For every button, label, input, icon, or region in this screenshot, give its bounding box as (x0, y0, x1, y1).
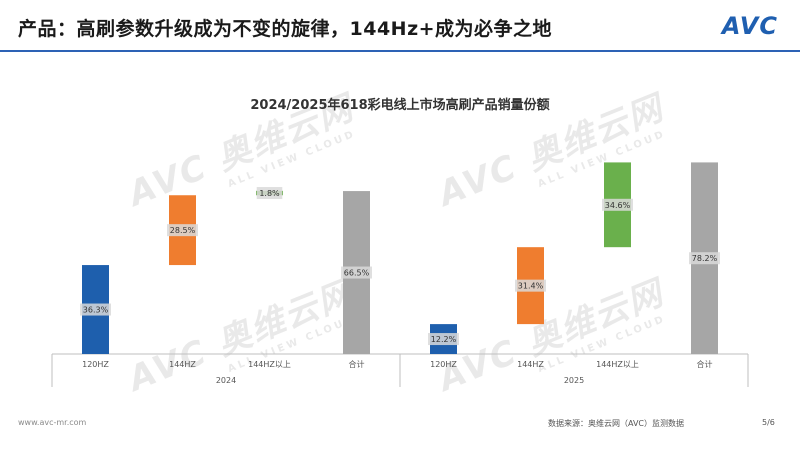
chart-title: 2024/2025年618彩电线上市场高刷产品销量份额 (250, 97, 549, 113)
data-label: 31.4% (518, 282, 544, 291)
data-label: 1.8% (259, 189, 280, 198)
data-label-bg (256, 187, 283, 200)
data-label-bg (167, 224, 198, 237)
data-label: 66.5% (344, 269, 370, 278)
page-number: 5/6 (762, 418, 775, 427)
data-label-bg (689, 252, 720, 265)
data-label: 34.6% (605, 201, 631, 210)
data-label-bg (80, 303, 111, 316)
data-label: 78.2% (692, 254, 718, 263)
data-label-bg (428, 333, 459, 346)
data-source: 数据来源：奥维云网（AVC）监测数据 (548, 419, 685, 428)
x-tick-label: 144HZ (169, 360, 196, 369)
x-group-label: 2024 (216, 376, 236, 385)
x-tick-label: 120HZ (82, 360, 109, 369)
data-label-bg (515, 279, 546, 292)
x-tick-label: 144HZ (517, 360, 544, 369)
x-tick-label: 120HZ (430, 360, 457, 369)
data-label-bg (341, 266, 372, 279)
page-title: 产品：高刷参数升级成为不变的旋律，144Hz+成为必争之地 (18, 18, 553, 40)
x-group-label: 2025 (564, 376, 584, 385)
data-label: 12.2% (431, 335, 457, 344)
x-tick-label: 合计 (697, 359, 713, 369)
data-label: 28.5% (170, 226, 196, 235)
website-text: www.avc-mr.com (18, 418, 87, 427)
x-tick-label: 144HZ以上 (596, 360, 639, 369)
x-tick-label: 144HZ以上 (248, 360, 291, 369)
data-label-bg (602, 198, 633, 211)
x-tick-label: 合计 (349, 359, 365, 369)
avc-logo: AVC (721, 12, 778, 40)
data-label: 36.3% (83, 306, 109, 315)
title-divider (0, 50, 800, 52)
